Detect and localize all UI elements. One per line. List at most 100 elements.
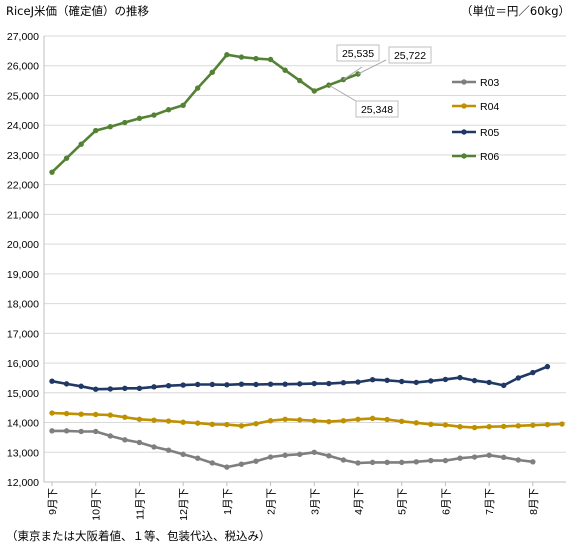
data-point: [311, 449, 317, 455]
callout-leader: [343, 66, 363, 80]
series-line-r06: [51, 53, 359, 174]
data-label: 25,722: [394, 50, 426, 62]
data-point: [267, 418, 274, 424]
data-point: [501, 382, 507, 389]
data-point: [136, 385, 143, 392]
data-point: [78, 411, 84, 417]
data-point: [457, 374, 463, 381]
legend-label: R06: [480, 151, 499, 163]
data-point: [355, 460, 361, 466]
data-point: [238, 381, 245, 387]
data-point: [151, 384, 157, 390]
data-point: [486, 379, 492, 386]
data-point: [224, 52, 230, 58]
data-point: [413, 420, 419, 426]
data-point: [165, 382, 172, 389]
data-point: [151, 112, 157, 118]
data-point: [209, 460, 215, 466]
data-point: [471, 424, 478, 431]
data-point: [311, 418, 317, 424]
data-point: [355, 71, 361, 77]
data-point: [442, 422, 449, 428]
data-point: [282, 416, 288, 422]
chart-title: RiceJ米価（確定値）の推移: [6, 4, 149, 18]
data-point: [107, 123, 113, 130]
y-tick-label: 15,000: [7, 388, 39, 400]
callout-leader: [328, 84, 357, 102]
data-point: [122, 385, 128, 392]
x-tick-label: 7月下: [484, 488, 496, 515]
data-point: [544, 363, 551, 370]
data-point: [457, 423, 463, 430]
legend-label: R04: [480, 101, 499, 113]
data-point: [530, 369, 536, 376]
y-tick-label: 25,000: [7, 90, 39, 102]
callout-box: [336, 44, 380, 62]
legend-marker: [461, 153, 467, 159]
data-point: [486, 452, 492, 458]
x-tick-label: 11月下: [134, 488, 146, 520]
legend-marker: [461, 129, 467, 135]
data-point: [209, 421, 215, 428]
data-point: [165, 447, 172, 453]
data-point: [399, 378, 405, 385]
data-point: [428, 457, 434, 464]
data-point: [136, 416, 143, 422]
x-tick-label: 2月下: [266, 488, 278, 515]
data-point: [369, 377, 376, 383]
y-tick-label: 16,000: [7, 358, 39, 370]
data-point: [93, 428, 99, 435]
data-point: [501, 423, 507, 430]
data-point: [399, 459, 405, 466]
data-point: [530, 459, 536, 465]
data-point: [326, 453, 332, 459]
data-point: [107, 412, 113, 418]
data-point: [428, 421, 434, 428]
data-point: [282, 67, 288, 73]
data-point: [384, 459, 390, 466]
x-tick-label: 9月下: [47, 488, 59, 515]
y-tick-label: 21,000: [7, 209, 39, 221]
y-tick-label: 22,000: [7, 180, 39, 192]
data-point: [151, 444, 157, 450]
y-tick-label: 20,000: [7, 239, 39, 251]
data-point: [122, 119, 128, 126]
data-point: [238, 423, 245, 429]
series-line-r04: [51, 411, 563, 429]
data-point: [486, 423, 492, 430]
data-point: [267, 56, 274, 63]
data-point: [253, 55, 259, 62]
data-point: [355, 416, 361, 422]
data-label: 25,348: [361, 104, 393, 116]
data-point: [93, 411, 99, 418]
data-point: [180, 451, 186, 458]
data-point: [340, 457, 347, 463]
unit-label: （単位＝円／60kg）: [460, 4, 570, 18]
data-point: [49, 428, 55, 434]
data-point: [78, 141, 84, 147]
y-tick-label: 13,000: [7, 447, 39, 459]
data-point: [224, 421, 230, 428]
data-point: [515, 423, 521, 429]
data-point: [180, 382, 186, 388]
x-tick-label: 6月下: [440, 488, 452, 515]
data-point: [253, 381, 259, 388]
data-point: [530, 422, 536, 428]
data-point: [413, 459, 419, 465]
data-point: [559, 421, 565, 427]
data-point: [355, 379, 361, 385]
data-point: [253, 458, 259, 464]
data-point: [369, 415, 376, 422]
data-point: [369, 459, 376, 466]
legend-label: R05: [480, 127, 499, 139]
data-point: [224, 382, 230, 388]
data-point: [413, 379, 419, 386]
legend-marker: [461, 79, 467, 85]
y-tick-label: 17,000: [7, 328, 39, 340]
data-point: [165, 107, 172, 113]
data-point: [340, 418, 347, 424]
data-point: [180, 102, 186, 108]
data-point: [515, 457, 521, 463]
legend-label: R03: [480, 77, 499, 89]
